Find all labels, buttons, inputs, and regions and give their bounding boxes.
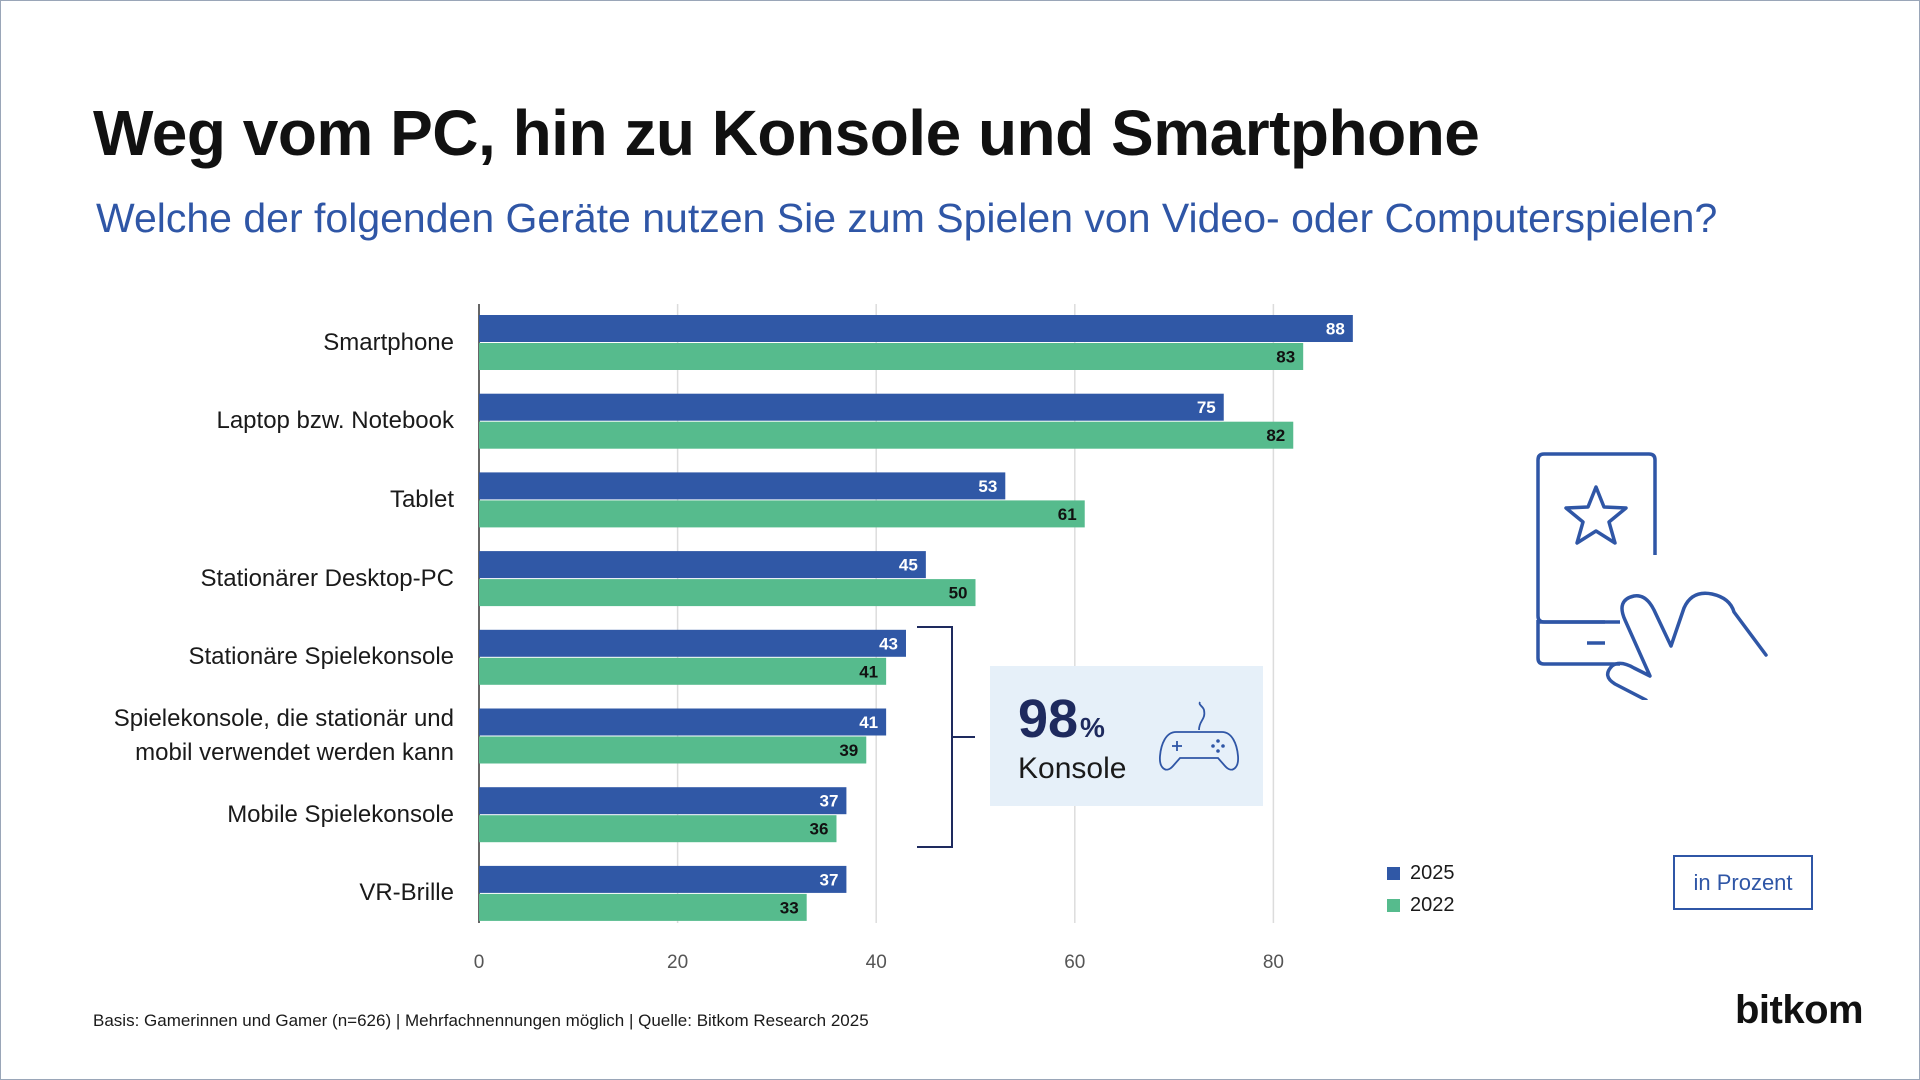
x-tick-label-40: 40 xyxy=(866,952,887,973)
category-label-line: Smartphone xyxy=(323,328,454,356)
x-tick-label-0: 0 xyxy=(474,952,485,973)
bar-2025-7 xyxy=(479,865,847,893)
data-label-2022-4: 41 xyxy=(859,662,878,681)
bar-2022-3 xyxy=(479,579,976,607)
data-label-2025-1: 75 xyxy=(1197,398,1216,417)
x-tick-label-80: 80 xyxy=(1263,952,1284,973)
data-label-2022-1: 82 xyxy=(1266,426,1285,445)
data-label-2022-7: 33 xyxy=(780,898,799,917)
bar-2025-1 xyxy=(479,393,1224,421)
bar-2022-0 xyxy=(479,343,1304,370)
category-label-line: VR-Brille xyxy=(359,879,454,907)
legend-label-2022: 2022 xyxy=(1410,894,1455,916)
gamepad-icon xyxy=(1159,701,1239,771)
data-label-2022-5: 39 xyxy=(839,741,858,760)
data-label-2022-2: 61 xyxy=(1058,505,1077,524)
konsole-value: 98 xyxy=(1018,689,1079,749)
legend-item-2025: 2025 xyxy=(1387,862,1455,885)
category-label-line: Stationäre Spielekonsole xyxy=(188,643,454,671)
category-label-5: Spielekonsole, die stationär und mobil ve… xyxy=(34,702,454,770)
category-label-line: Laptop bzw. Notebook xyxy=(216,407,454,435)
chart-subtitle: Welche der folgenden Geräte nutzen Sie z… xyxy=(96,195,1718,241)
bar-2025-6 xyxy=(479,787,847,815)
category-label-4: Stationäre Spielekonsole xyxy=(34,640,454,674)
bitkom-logo: bitkom xyxy=(1735,988,1864,1032)
konsole-percent-sign: % xyxy=(1080,712,1105,743)
category-label-line: Mobile Spielekonsole xyxy=(227,800,454,828)
data-label-2025-0: 88 xyxy=(1326,320,1345,339)
bar-2025-5 xyxy=(479,708,887,736)
data-label-2022-0: 83 xyxy=(1276,348,1295,367)
data-label-2025-6: 37 xyxy=(819,792,838,811)
unit-label: in Prozent xyxy=(1673,855,1813,910)
bar-2025-0 xyxy=(479,315,1353,342)
x-tick-label-20: 20 xyxy=(667,952,688,973)
data-label-2025-2: 53 xyxy=(978,477,997,496)
bar-2025-2 xyxy=(479,472,1006,500)
legend-swatch-2022 xyxy=(1387,899,1400,912)
category-label-2: Tablet xyxy=(34,483,454,517)
category-label-0: Smartphone xyxy=(34,326,454,360)
bar-2025-4 xyxy=(479,629,906,657)
data-label-2022-6: 36 xyxy=(810,820,829,839)
bar-2025-3 xyxy=(479,551,926,579)
bar-2022-7 xyxy=(479,893,807,921)
konsole-bracket xyxy=(917,626,975,848)
x-tick-label-60: 60 xyxy=(1064,952,1085,973)
bar-2022-5 xyxy=(479,736,867,764)
data-label-2025-4: 43 xyxy=(879,634,898,653)
legend-label-2025: 2025 xyxy=(1410,862,1455,884)
data-label-2025-5: 41 xyxy=(859,713,878,732)
category-label-line: Spielekonsole, die stationär und xyxy=(113,705,454,732)
konsole-label: Konsole xyxy=(1018,752,1127,785)
category-label-line: Tablet xyxy=(389,485,454,513)
legend-swatch-2025 xyxy=(1387,867,1400,880)
smartphone-touch-icon xyxy=(1536,452,1768,700)
bar-2022-4 xyxy=(479,657,887,685)
category-label-line: Stationärer Desktop-PC xyxy=(200,564,454,592)
category-label-7: VR-Brille xyxy=(34,876,454,910)
bar-2022-2 xyxy=(479,500,1085,528)
category-label-3: Stationärer Desktop-PC xyxy=(34,562,454,596)
bar-2022-6 xyxy=(479,815,837,843)
data-label-2025-3: 45 xyxy=(899,556,918,575)
chart-title: Weg vom PC, hin zu Konsole und Smartphon… xyxy=(93,97,1480,169)
konsole-callout: 98 % Konsole xyxy=(990,666,1263,806)
legend-item-2022: 2022 xyxy=(1387,894,1455,917)
category-label-1: Laptop bzw. Notebook xyxy=(34,404,454,438)
bar-2022-1 xyxy=(479,421,1294,449)
category-label-6: Mobile Spielekonsole xyxy=(34,798,454,832)
source-footnote: Basis: Gamerinnen und Gamer (n=626) | Me… xyxy=(93,1011,869,1030)
data-label-2025-7: 37 xyxy=(819,870,838,889)
category-label-line: mobil verwendet werden kann xyxy=(135,739,454,766)
data-label-2022-3: 50 xyxy=(949,584,968,603)
